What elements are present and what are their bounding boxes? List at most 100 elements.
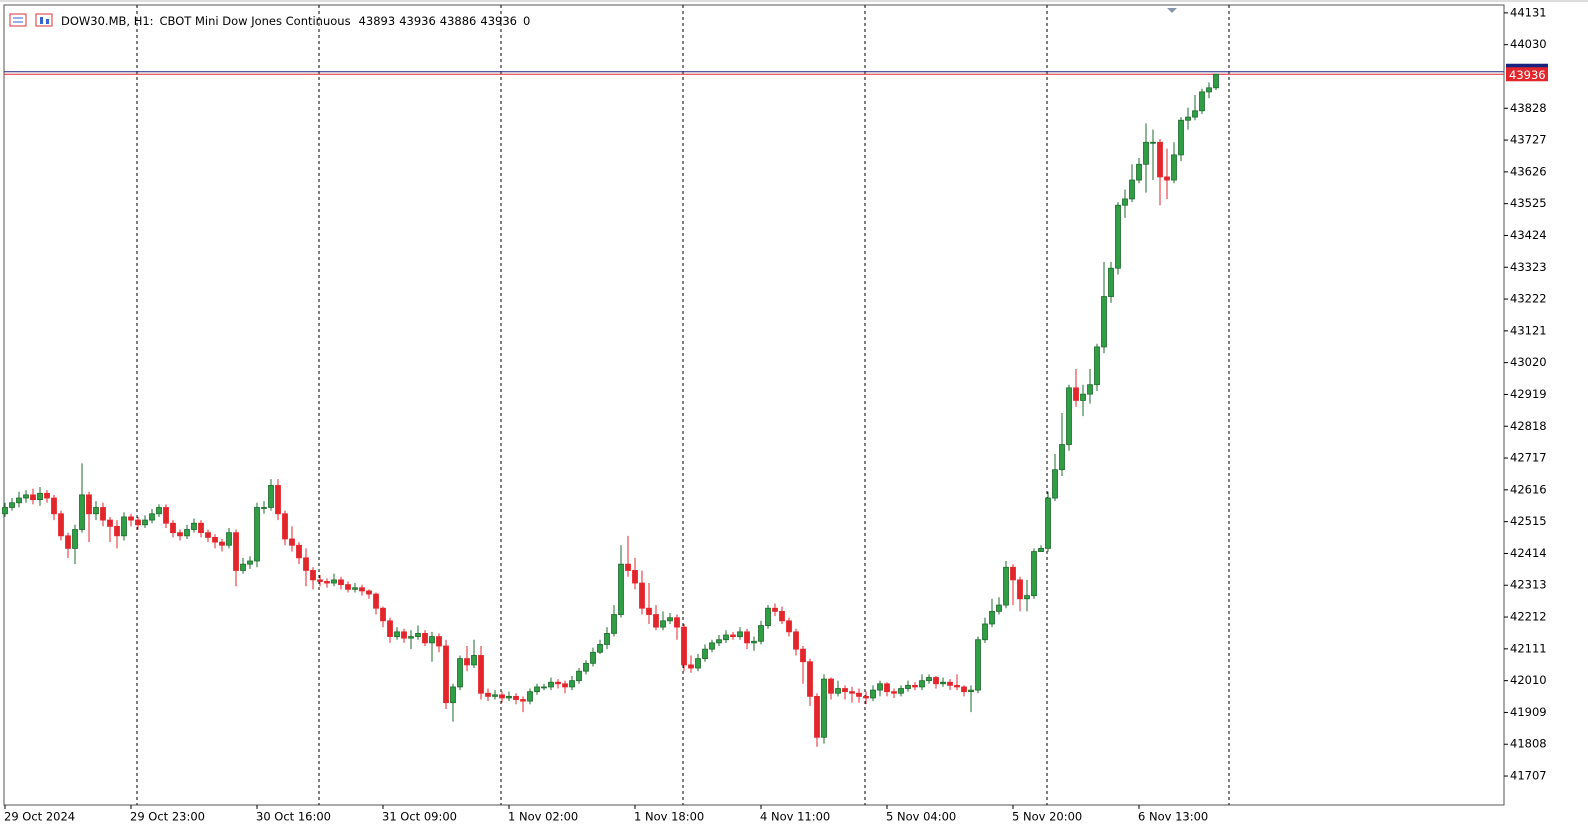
candle-body: [821, 678, 827, 738]
y-tick-label: 43828: [1510, 101, 1547, 115]
candle-body: [1136, 163, 1142, 181]
header-open: 43893: [359, 14, 396, 28]
candle-body: [394, 631, 400, 637]
candle-body: [709, 642, 715, 650]
candle-body: [296, 544, 302, 559]
candle-body: [639, 582, 645, 609]
candle-body: [142, 519, 148, 526]
candle-body: [590, 651, 596, 664]
candle-body: [1031, 551, 1037, 597]
y-tick-label: 43222: [1510, 292, 1547, 306]
candle-body: [23, 494, 29, 499]
y-tick-label: 43020: [1510, 355, 1547, 369]
candle-body: [933, 677, 939, 685]
candle-body: [156, 507, 162, 515]
candle-body: [436, 636, 442, 647]
candle-body: [499, 694, 505, 699]
candle-body: [380, 607, 386, 622]
y-tick-label: 41808: [1510, 737, 1547, 751]
candle-body: [1157, 141, 1163, 178]
candle-body: [793, 631, 799, 650]
y-tick-label: 41909: [1510, 705, 1547, 719]
candle-body: [527, 691, 533, 702]
header-icons: [9, 13, 53, 27]
y-tick-label: 42515: [1510, 514, 1547, 528]
candle-body: [79, 494, 85, 530]
candle-body: [268, 485, 274, 508]
x-tick-label: 4 Nov 11:00: [760, 810, 830, 824]
candle-body: [191, 522, 197, 530]
candle-body: [1171, 154, 1177, 181]
header-volume: 0: [523, 14, 530, 28]
candle-body: [730, 634, 736, 637]
candle-body: [1038, 548, 1044, 552]
icon-chart[interactable]: [35, 13, 53, 27]
candle-body: [170, 522, 176, 534]
candle-body: [478, 655, 484, 694]
candle-body: [814, 695, 820, 738]
candle-body: [464, 658, 470, 666]
candle-body: [940, 681, 946, 685]
x-tick-label: 5 Nov 20:00: [1012, 810, 1082, 824]
candle-body: [233, 532, 239, 571]
candle-body: [1108, 267, 1114, 297]
candle-body: [996, 604, 1002, 612]
x-tick-label: 5 Nov 04:00: [886, 810, 956, 824]
candle-body: [968, 689, 974, 693]
icon-bar: [40, 17, 43, 24]
candle-body: [786, 620, 792, 633]
y-tick-label: 42010: [1510, 673, 1547, 687]
candle-body: [905, 684, 911, 689]
candle-body: [492, 694, 498, 697]
candle-body: [982, 623, 988, 641]
candle-body: [919, 680, 925, 688]
candle-body: [415, 633, 421, 637]
candle-body: [800, 648, 806, 663]
candle-body: [681, 626, 687, 666]
candle-body: [226, 532, 232, 546]
header-low: 43886: [440, 14, 477, 28]
candle-body: [513, 695, 519, 700]
candle-body: [261, 507, 267, 509]
icon-list[interactable]: [9, 13, 27, 27]
y-tick-label: 43727: [1510, 133, 1547, 147]
y-tick-label: 44030: [1510, 37, 1547, 51]
candle-body: [310, 570, 316, 581]
x-tick-label: 29 Oct 23:00: [130, 810, 205, 824]
candle-body: [429, 636, 435, 644]
candle-body: [695, 658, 701, 669]
x-tick-label: 29 Oct 2024: [4, 810, 75, 824]
candle-body: [163, 507, 169, 524]
symbol: DOW30.MB, H1:: [61, 14, 154, 28]
candle-body: [65, 535, 71, 549]
candle-body: [408, 636, 414, 639]
candle-body: [247, 560, 253, 565]
candle-body: [856, 692, 862, 697]
candle-body: [240, 563, 246, 571]
x-tick-label: 1 Nov 18:00: [634, 810, 704, 824]
candle-body: [184, 529, 190, 537]
y-tick-label: 42717: [1510, 451, 1547, 465]
shift-marker[interactable]: [1167, 8, 1177, 13]
candle-body: [870, 689, 876, 699]
candle-body: [961, 686, 967, 693]
candle-body: [121, 516, 127, 537]
candle-body: [555, 681, 561, 685]
candle-body: [387, 620, 393, 637]
candle-body: [954, 684, 960, 688]
candle-body: [338, 579, 344, 586]
candle-body: [471, 655, 477, 666]
candle-body: [373, 593, 379, 609]
y-tick-label: 42212: [1510, 610, 1547, 624]
candle-body: [450, 686, 456, 704]
x-tick-label: 30 Oct 16:00: [256, 810, 331, 824]
candle-body: [611, 614, 617, 634]
candle-body: [1185, 116, 1191, 121]
candle-body: [646, 607, 652, 615]
candle-body: [772, 607, 778, 612]
candle-body: [1094, 346, 1100, 386]
candle-body: [401, 631, 407, 639]
candle-body: [205, 532, 211, 538]
icon-bar: [46, 19, 49, 24]
candle-body: [275, 485, 281, 515]
